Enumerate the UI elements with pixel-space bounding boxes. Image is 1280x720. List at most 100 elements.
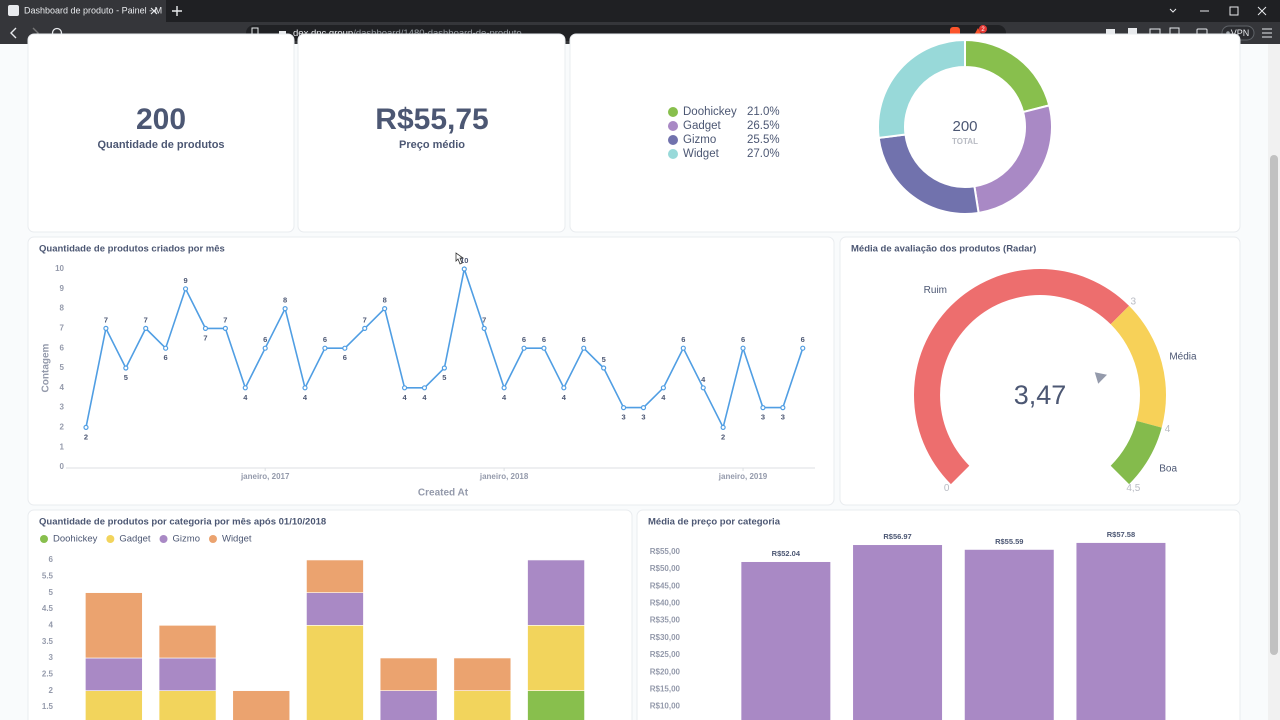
data-label: 3 bbox=[621, 413, 625, 422]
data-label: 4 bbox=[502, 393, 507, 402]
y-tick-label: 4 bbox=[60, 383, 65, 392]
data-label: 3 bbox=[781, 413, 785, 422]
line-point bbox=[421, 385, 428, 391]
legend-dot bbox=[40, 535, 48, 543]
y-tick-label: 2.5 bbox=[42, 669, 54, 678]
gauge-segment bbox=[914, 269, 1130, 485]
donut-total: 200 bbox=[952, 118, 977, 135]
bar-segment bbox=[379, 690, 438, 720]
data-label: 4 bbox=[562, 393, 567, 402]
chart-title[interactable]: Quantidade de produtos criados por mês bbox=[39, 244, 225, 255]
chart-title[interactable]: Quantidade de produtos por categoria por… bbox=[39, 517, 326, 528]
legend-label: Doohickey bbox=[683, 106, 737, 118]
y-tick-label: 2 bbox=[49, 686, 54, 695]
close-window[interactable] bbox=[1257, 6, 1267, 16]
menu-button[interactable] bbox=[1262, 28, 1272, 38]
line-point bbox=[143, 325, 149, 331]
tab-search[interactable] bbox=[1169, 8, 1177, 13]
data-label: 6 bbox=[681, 335, 685, 344]
data-label: 7 bbox=[104, 315, 108, 324]
bar-segment bbox=[453, 690, 512, 720]
data-label: 7 bbox=[223, 315, 227, 324]
y-tick-label: 1 bbox=[60, 442, 65, 451]
data-label: 7 bbox=[482, 315, 486, 324]
mouse-cursor bbox=[455, 252, 465, 265]
y-tick-label: 0 bbox=[60, 462, 65, 471]
data-label: 7 bbox=[144, 315, 148, 324]
donut-slice bbox=[877, 38, 966, 140]
y-tick-label: 3 bbox=[60, 403, 65, 412]
line-point bbox=[640, 405, 647, 411]
active-tab[interactable] bbox=[0, 0, 166, 22]
extensions-icon[interactable] bbox=[1128, 28, 1137, 37]
bar bbox=[853, 545, 943, 720]
y-tick-label: 7 bbox=[60, 324, 65, 333]
card bbox=[297, 33, 566, 233]
bar-segment bbox=[158, 690, 217, 720]
data-label: 6 bbox=[741, 335, 745, 344]
url[interactable]: dex.dnc.group/dashboard/1480-dashboard-d… bbox=[293, 28, 522, 39]
data-label: 6 bbox=[343, 353, 347, 362]
data-label: R$52.04 bbox=[772, 549, 801, 558]
data-label: 4 bbox=[402, 393, 407, 402]
y-tick-label: 3.5 bbox=[42, 637, 54, 646]
notification-badge bbox=[979, 25, 987, 33]
legend-value: 25.5% bbox=[747, 134, 780, 146]
data-label: 5 bbox=[124, 373, 128, 382]
y-tick-label: 4 bbox=[49, 620, 54, 629]
line-point bbox=[700, 385, 706, 391]
line-point bbox=[242, 385, 248, 391]
data-label: 6 bbox=[801, 335, 805, 344]
line-point bbox=[342, 345, 348, 351]
data-label: 4 bbox=[661, 393, 666, 402]
extension-icon[interactable] bbox=[1106, 29, 1115, 37]
line-point bbox=[262, 345, 268, 351]
legend-dot bbox=[668, 149, 678, 159]
y-tick-label: 5 bbox=[49, 588, 54, 597]
line-point bbox=[800, 345, 806, 351]
data-label: 6 bbox=[522, 335, 526, 344]
card bbox=[27, 236, 835, 506]
vpn-label: VPN bbox=[1231, 28, 1250, 38]
line-point bbox=[521, 345, 527, 351]
y-tick-label: 6 bbox=[60, 343, 65, 352]
scrollbar-thumb[interactable] bbox=[1270, 155, 1278, 655]
data-label: 6 bbox=[582, 335, 586, 344]
y-tick-label: R$40,00 bbox=[650, 599, 681, 608]
legend-dot bbox=[159, 535, 168, 543]
line-point bbox=[561, 385, 567, 391]
bar-segment bbox=[306, 592, 364, 626]
tab-close[interactable] bbox=[150, 7, 158, 15]
line-point bbox=[541, 345, 547, 351]
y-tick-label: R$25,00 bbox=[650, 650, 681, 659]
restore[interactable] bbox=[1229, 6, 1239, 16]
bar-segment bbox=[85, 690, 143, 720]
line-point bbox=[302, 385, 308, 391]
line-point bbox=[441, 365, 447, 371]
bar-segment bbox=[306, 559, 364, 593]
legend-label: Widget bbox=[222, 534, 252, 545]
data-label: 4 bbox=[303, 393, 308, 402]
tab-title[interactable]: Dashboard de produto - Painel - M bbox=[24, 5, 162, 15]
line-point bbox=[581, 345, 587, 351]
line-point bbox=[362, 325, 368, 331]
chart-title[interactable]: Média de preço por categoria bbox=[648, 517, 781, 528]
y-tick-label: R$45,00 bbox=[650, 581, 681, 590]
line-point bbox=[620, 405, 627, 411]
bar-segment bbox=[232, 690, 291, 720]
line-point bbox=[322, 345, 328, 351]
y-tick-label: R$50,00 bbox=[650, 564, 681, 573]
legend-value: 27.0% bbox=[747, 148, 780, 160]
legend-value: 21.0% bbox=[747, 106, 780, 118]
gauge-segment-label: Média bbox=[1169, 351, 1197, 362]
y-tick-label: 8 bbox=[60, 304, 65, 313]
bar-segment bbox=[158, 625, 217, 659]
legend-label: Gadget bbox=[119, 534, 151, 545]
new-tab[interactable] bbox=[172, 6, 182, 16]
back-button[interactable] bbox=[10, 27, 17, 39]
data-label: 6 bbox=[542, 335, 546, 344]
scalar-label: Quantidade de produtos bbox=[97, 139, 224, 151]
chart-title[interactable]: Média de avaliação dos produtos (Radar) bbox=[851, 244, 1036, 255]
gauge-segment-label: Ruim bbox=[924, 285, 947, 296]
line-point bbox=[282, 306, 288, 312]
